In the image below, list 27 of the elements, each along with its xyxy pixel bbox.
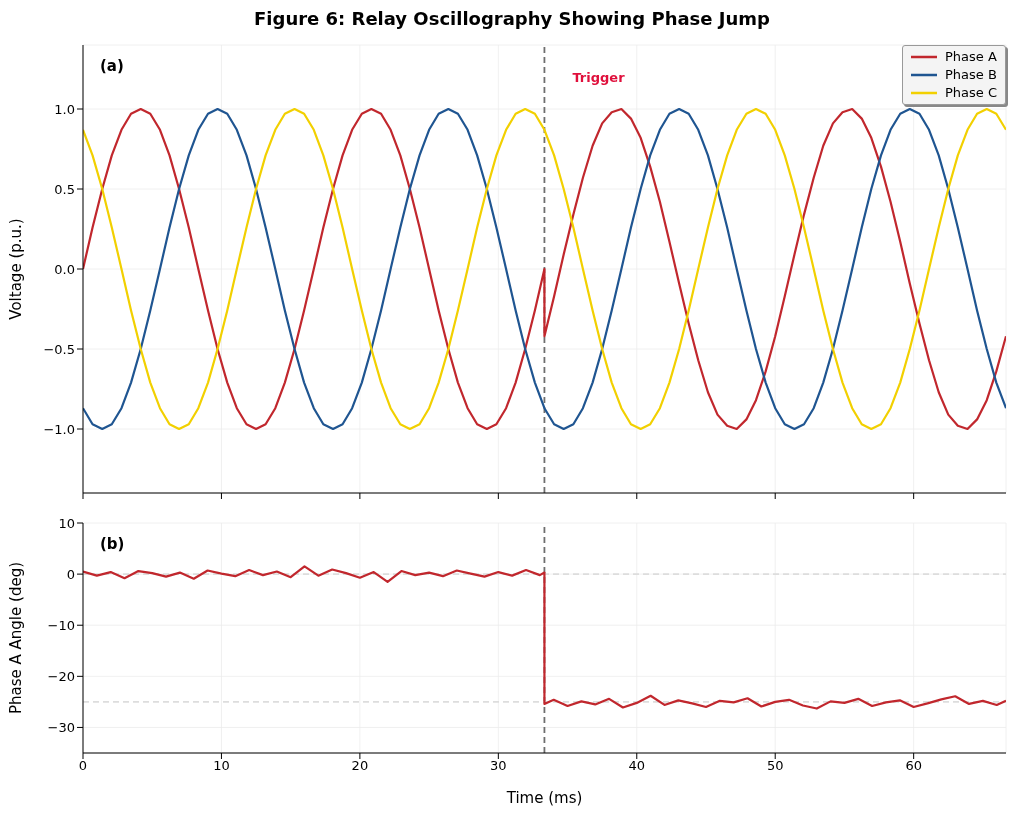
annotation: (a) [100, 57, 124, 75]
x-tick-label: 30 [490, 758, 507, 774]
y-tick-label: −0.5 [43, 341, 75, 357]
y-axis-title: Phase A Angle (deg) [7, 561, 26, 715]
legend-label: Phase B [944, 66, 997, 84]
y-tick-label: 0.0 [54, 261, 75, 277]
x-tick-label: 60 [905, 758, 922, 774]
x-tick-label: 20 [351, 758, 369, 774]
ref-line-label: Trigger [572, 70, 626, 85]
x-tick-label: 40 [628, 758, 646, 774]
y-tick-label: −20 [47, 668, 75, 684]
y-tick-label: 10 [58, 515, 75, 531]
x-tick-label: 0 [78, 758, 88, 774]
y-tick-label: 0 [66, 566, 75, 582]
legend-label: Phase C [944, 84, 997, 102]
annotation: (b) [100, 535, 125, 553]
y-axis-title: Voltage (p.u.) [7, 218, 26, 320]
y-tick-label: 0.5 [54, 181, 75, 197]
x-tick-label: 50 [766, 758, 784, 774]
x-axis-title: Time (ms) [505, 789, 583, 807]
y-tick-label: −10 [47, 617, 75, 633]
legend-label: Phase A [944, 48, 997, 66]
x-tick-label: 10 [213, 758, 230, 774]
y-tick-label: 1.0 [54, 101, 75, 117]
y-tick-label: −30 [47, 720, 75, 736]
y-tick-label: −1.0 [43, 421, 75, 437]
chart-title: Figure 6: Relay Oscillography Showing Phase Jump [253, 8, 771, 29]
